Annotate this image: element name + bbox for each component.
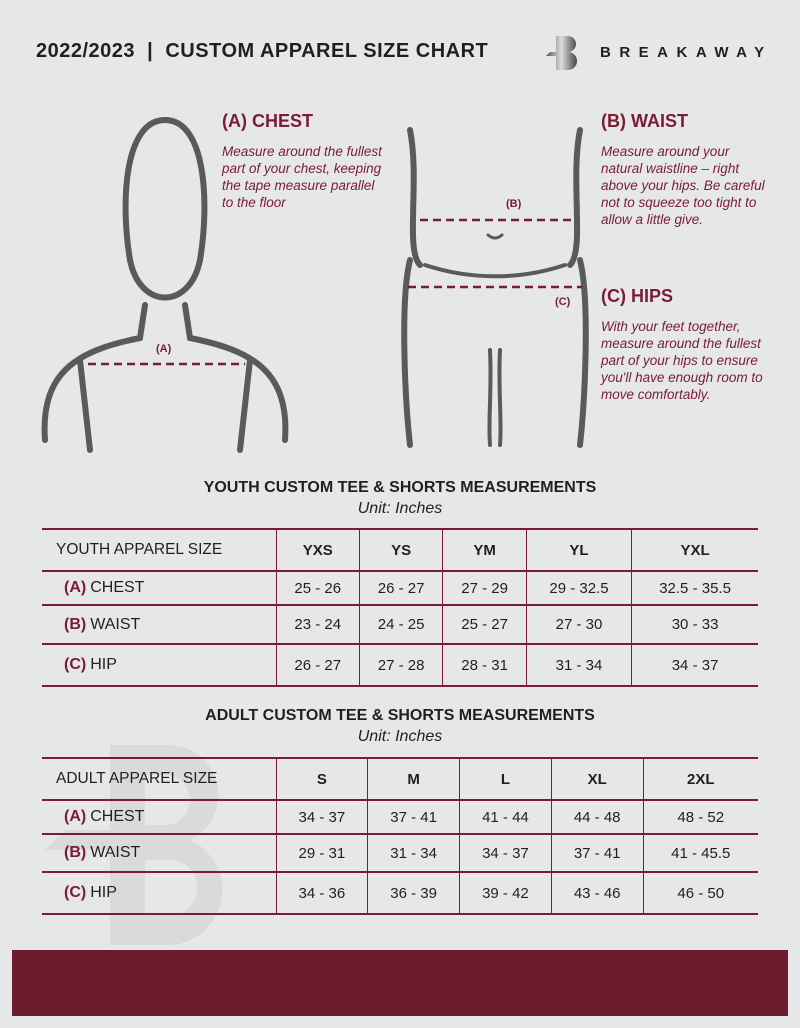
cell: 27 - 30 bbox=[525, 604, 632, 645]
table-row: (C) HIP 26 - 27 27 - 28 28 - 31 31 - 34 34 - 3… bbox=[42, 643, 758, 687]
cell: 37 - 41 bbox=[367, 799, 460, 835]
cell: 27 - 28 bbox=[358, 643, 443, 687]
chest-text: Measure around the fullest part of your … bbox=[222, 144, 382, 210]
cell: 39 - 42 bbox=[459, 871, 552, 915]
table-header-row: YOUTH APPAREL SIZE YXS YS YM YL YXL bbox=[42, 528, 758, 572]
cell: 46 - 50 bbox=[642, 871, 758, 915]
cell: 31 - 34 bbox=[367, 833, 460, 873]
adult-unit: Unit: Inches bbox=[357, 728, 443, 745]
row-label: WAIST bbox=[90, 844, 141, 861]
row-label: HIP bbox=[90, 884, 117, 901]
brand-name: BREAKAWAY bbox=[600, 44, 773, 61]
size-header: S bbox=[275, 757, 368, 801]
waist-text: Measure around your natural waistline – … bbox=[601, 144, 765, 227]
cell: 43 - 46 bbox=[550, 871, 644, 915]
size-header: L bbox=[459, 757, 552, 801]
size-header: YL bbox=[525, 528, 632, 572]
size-header: XL bbox=[550, 757, 644, 801]
page-title: 2022/2023 | CUSTOM APPAREL SIZE CHART bbox=[36, 40, 489, 62]
waist-heading: (B) WAIST bbox=[601, 111, 688, 131]
size-header: YXL bbox=[631, 528, 758, 572]
cell: 28 - 31 bbox=[442, 643, 527, 687]
cell: 25 - 26 bbox=[275, 570, 360, 606]
cell: 37 - 41 bbox=[550, 833, 644, 873]
cell: 23 - 24 bbox=[275, 604, 360, 645]
row-code: (C) bbox=[64, 656, 87, 673]
row-code: (B) bbox=[64, 844, 87, 861]
row-code: (A) bbox=[64, 579, 87, 596]
cell: 32.5 - 35.5 bbox=[631, 570, 758, 606]
cell: 34 - 37 bbox=[275, 799, 368, 835]
hips-heading: (C) HIPS bbox=[601, 286, 673, 306]
youth-size-table: YOUTH APPAREL SIZE YXS YS YM YL YXL (A) CHEST… bbox=[42, 528, 758, 687]
cell: 26 - 27 bbox=[275, 643, 360, 687]
cell: 29 - 31 bbox=[275, 833, 368, 873]
table-row: (A) CHEST 25 - 26 26 - 27 27 - 29 29 - 32.5 32… bbox=[42, 570, 758, 606]
table-row: (B) WAIST 23 - 24 24 - 25 25 - 27 27 - 30 30 -… bbox=[42, 604, 758, 645]
cell: 34 - 37 bbox=[631, 643, 758, 687]
row-code: (B) bbox=[64, 615, 87, 633]
cell: 48 - 52 bbox=[642, 799, 758, 835]
youth-unit: Unit: Inches bbox=[357, 500, 443, 517]
body-illustration bbox=[41, 116, 589, 453]
brand-logo-icon bbox=[546, 36, 577, 70]
column-header: YOUTH APPAREL SIZE bbox=[42, 528, 276, 572]
cell: 34 - 37 bbox=[459, 833, 552, 873]
youth-title: YOUTH CUSTOM TEE & SHORTS MEASUREMENTS bbox=[203, 479, 597, 496]
row-label: HIP bbox=[90, 656, 117, 673]
row-label: CHEST bbox=[90, 579, 145, 596]
cell: 30 - 33 bbox=[631, 604, 758, 645]
adult-title: ADULT CUSTOM TEE & SHORTS MEASUREMENTS bbox=[205, 707, 595, 724]
column-header: ADULT APPAREL SIZE bbox=[42, 757, 276, 801]
table-row: (A) CHEST 34 - 37 37 - 41 41 - 44 44 - 48 48 -… bbox=[42, 799, 758, 835]
table-row: (C) HIP 34 - 36 36 - 39 39 - 42 43 - 46 46 - 5… bbox=[42, 871, 758, 915]
cell: 25 - 27 bbox=[442, 604, 527, 645]
row-code: (A) bbox=[64, 808, 87, 825]
adult-size-table: ADULT APPAREL SIZE S M L XL 2XL (A) CHEST 34 -… bbox=[42, 757, 758, 915]
cell: 26 - 27 bbox=[358, 570, 443, 606]
cell: 24 - 25 bbox=[358, 604, 443, 645]
table-row: (B) WAIST 29 - 31 31 - 34 34 - 37 37 - 41 41 -… bbox=[42, 833, 758, 873]
row-code: (C) bbox=[64, 884, 87, 901]
size-header: 2XL bbox=[642, 757, 758, 801]
chest-heading: (A) CHEST bbox=[222, 111, 313, 131]
size-header: YXS bbox=[275, 528, 360, 572]
hips-marker: (C) bbox=[555, 296, 571, 308]
cell: 31 - 34 bbox=[525, 643, 632, 687]
table-header-row: ADULT APPAREL SIZE S M L XL 2XL bbox=[42, 757, 758, 801]
cell: 29 - 32.5 bbox=[525, 570, 632, 606]
hips-text: With your feet together, measure around … bbox=[601, 319, 763, 402]
cell: 34 - 36 bbox=[275, 871, 368, 915]
size-header: YS bbox=[358, 528, 443, 572]
footer-bar bbox=[12, 950, 788, 1016]
cell: 27 - 29 bbox=[442, 570, 527, 606]
cell: 41 - 44 bbox=[459, 799, 552, 835]
size-header: M bbox=[367, 757, 460, 801]
cell: 44 - 48 bbox=[550, 799, 644, 835]
cell: 36 - 39 bbox=[367, 871, 460, 915]
waist-marker: (B) bbox=[506, 198, 522, 210]
row-label: CHEST bbox=[90, 808, 145, 825]
row-label: WAIST bbox=[90, 615, 141, 633]
size-header: YM bbox=[442, 528, 527, 572]
cell: 41 - 45.5 bbox=[642, 833, 758, 873]
chest-marker: (A) bbox=[156, 343, 172, 355]
